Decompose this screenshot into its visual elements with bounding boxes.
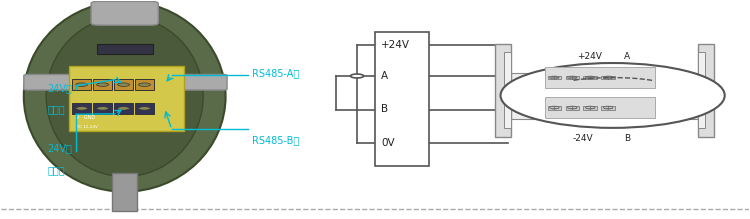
Text: 0V: 0V xyxy=(381,138,394,148)
Bar xyxy=(114,103,133,114)
Bar xyxy=(602,106,615,110)
Circle shape xyxy=(350,74,364,78)
Bar xyxy=(72,79,91,90)
Bar xyxy=(69,66,184,131)
Bar xyxy=(584,76,597,79)
Bar xyxy=(112,173,137,211)
Bar xyxy=(135,103,154,114)
Ellipse shape xyxy=(24,1,226,192)
Bar xyxy=(698,52,705,128)
Text: RS485-B极: RS485-B极 xyxy=(252,135,299,145)
Text: 24V电: 24V电 xyxy=(48,83,73,93)
Text: A: A xyxy=(624,52,630,61)
Bar xyxy=(72,103,91,114)
Bar xyxy=(375,32,429,166)
Bar xyxy=(135,79,154,90)
Bar xyxy=(584,106,597,110)
Circle shape xyxy=(97,107,109,110)
Bar xyxy=(566,76,579,79)
Bar xyxy=(93,103,112,114)
Circle shape xyxy=(118,83,130,86)
Bar xyxy=(544,67,656,88)
Circle shape xyxy=(97,83,109,86)
FancyBboxPatch shape xyxy=(91,1,158,25)
Text: DC 12-24V: DC 12-24V xyxy=(76,125,98,129)
Text: B: B xyxy=(624,134,630,143)
Text: A: A xyxy=(381,71,388,81)
Ellipse shape xyxy=(46,16,203,177)
Bar xyxy=(544,97,656,118)
Bar xyxy=(602,76,615,79)
Bar xyxy=(511,73,698,119)
Bar xyxy=(698,44,714,136)
Text: V   GND: V GND xyxy=(76,115,95,120)
Text: +24V: +24V xyxy=(381,40,410,50)
Bar xyxy=(114,79,133,90)
Circle shape xyxy=(500,63,724,128)
Text: +24V: +24V xyxy=(577,52,602,61)
Bar xyxy=(548,76,561,79)
Bar xyxy=(503,52,511,128)
FancyBboxPatch shape xyxy=(178,74,227,90)
Bar xyxy=(97,44,153,54)
Bar xyxy=(566,106,579,110)
Circle shape xyxy=(139,107,151,110)
Text: B: B xyxy=(381,104,388,115)
Circle shape xyxy=(76,107,88,110)
Circle shape xyxy=(76,83,88,86)
Circle shape xyxy=(118,107,130,110)
Text: 源负极: 源负极 xyxy=(48,165,65,175)
Text: 24V电: 24V电 xyxy=(48,143,73,154)
Text: 源正极: 源正极 xyxy=(48,104,65,115)
Bar xyxy=(93,79,112,90)
Text: RS485-A极: RS485-A极 xyxy=(252,68,299,78)
Circle shape xyxy=(139,83,151,86)
Bar xyxy=(548,106,561,110)
FancyBboxPatch shape xyxy=(24,74,72,90)
Text: -24V: -24V xyxy=(573,134,594,143)
Bar xyxy=(494,44,511,136)
